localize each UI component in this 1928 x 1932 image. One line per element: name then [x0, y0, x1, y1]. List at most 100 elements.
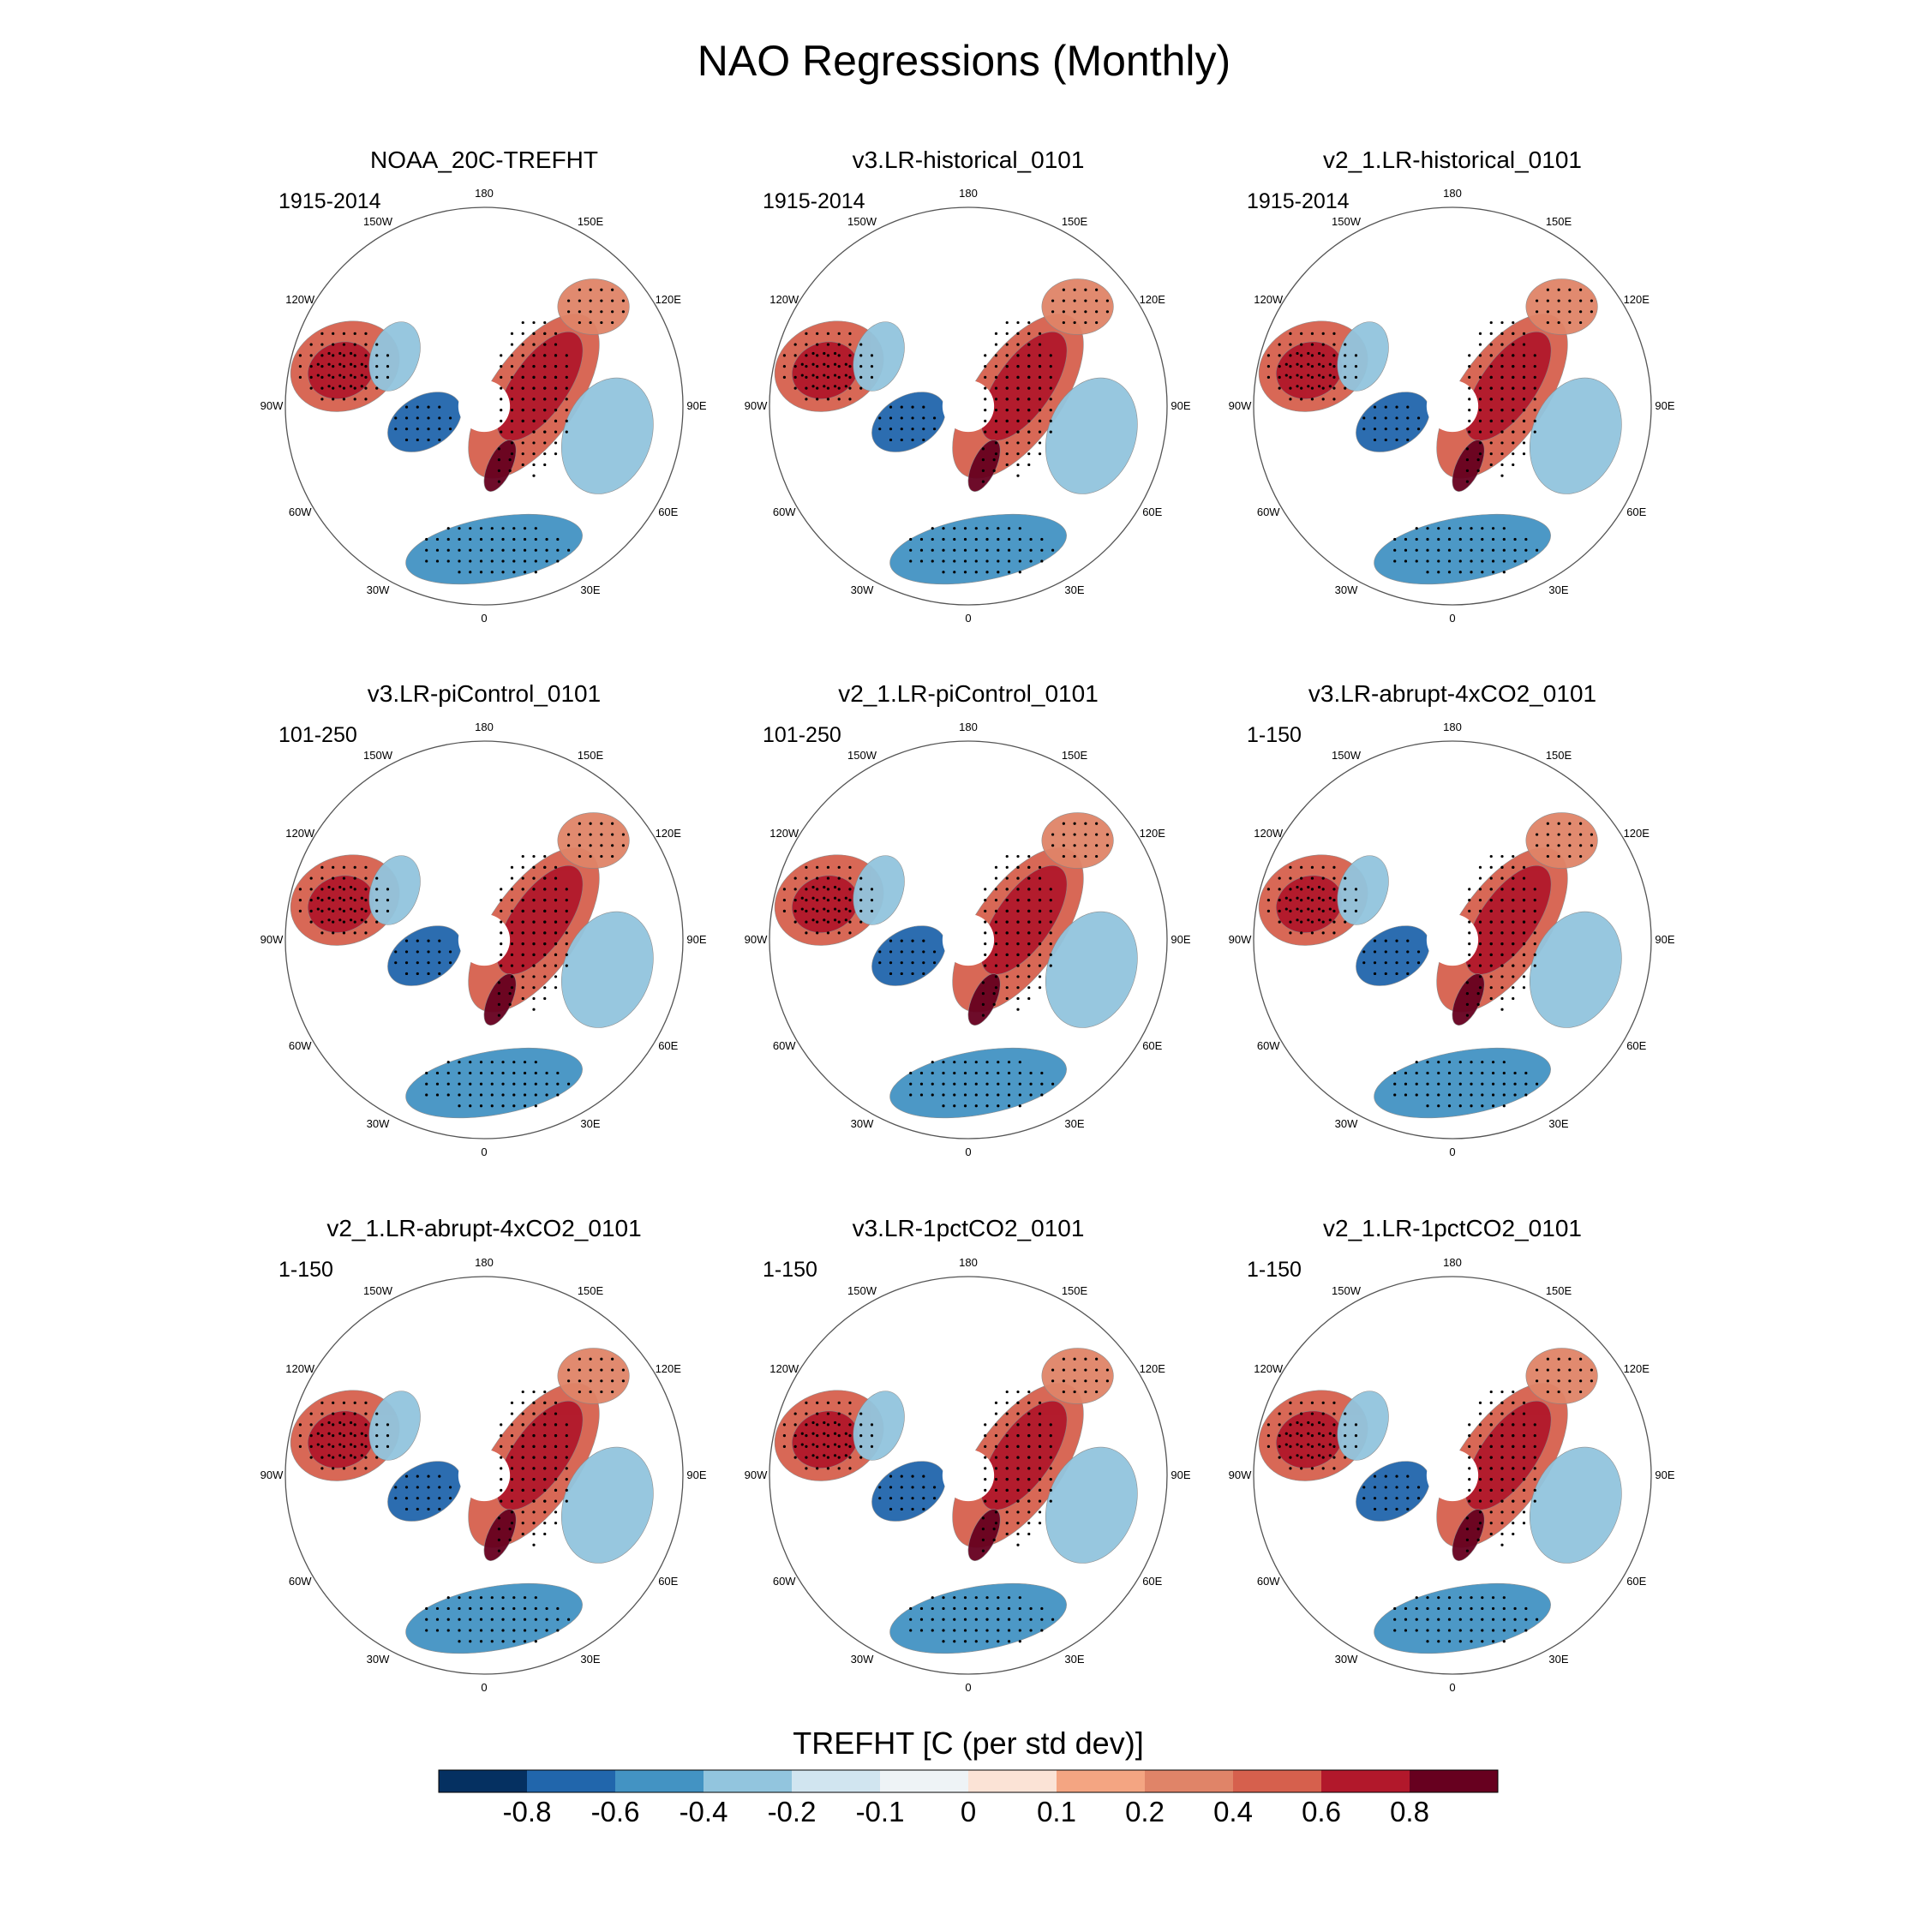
stipple-dot — [510, 942, 514, 946]
stipple-dot — [953, 559, 956, 563]
stipple-dot — [554, 1510, 558, 1514]
stipple-dot — [1512, 975, 1515, 978]
stipple-dot — [1522, 986, 1526, 990]
stipple-dot — [1289, 375, 1292, 379]
stipple-dot — [1289, 876, 1292, 880]
stipple-dot — [501, 1618, 505, 1621]
stippling — [782, 288, 1109, 574]
stipple-dot — [984, 1499, 987, 1503]
stipple-dot — [1579, 299, 1583, 302]
stipple-dot — [1415, 537, 1418, 541]
stipple-dot — [1522, 1510, 1526, 1514]
stipple-dot — [963, 1071, 967, 1075]
stipple-dot — [565, 430, 568, 434]
stipple-dot — [510, 1434, 514, 1438]
stipple-dot — [479, 1618, 483, 1621]
stipple-dot — [512, 1061, 516, 1064]
stipple-dot — [1354, 899, 1358, 902]
stipple-dot — [501, 1606, 505, 1611]
stipple-dot — [512, 1618, 516, 1621]
stipple-dot — [1029, 1618, 1033, 1621]
map-boundary — [1253, 1276, 1652, 1675]
stipple-dot — [1049, 888, 1052, 891]
stipple-dot — [1310, 1401, 1314, 1404]
stipple-dot — [1513, 1093, 1517, 1097]
stipple-dot — [543, 1456, 547, 1459]
stipple-dot — [1546, 299, 1549, 302]
stipple-dot — [1512, 1445, 1515, 1448]
stipple-dot — [360, 896, 363, 900]
stipple-dot — [889, 1486, 893, 1489]
longitude-label: 90W — [745, 399, 768, 412]
stipple-dot — [532, 1488, 536, 1492]
stipple-dot — [375, 386, 379, 390]
colorbar-segment — [1410, 1770, 1498, 1792]
anomaly-region — [889, 513, 1067, 585]
stipple-dot — [1007, 1071, 1011, 1075]
stipple-dot — [479, 1596, 483, 1600]
stipple-dot — [1502, 1629, 1506, 1632]
stipple-dot — [1007, 548, 1011, 552]
stipple-dot — [1500, 865, 1504, 869]
stipple-dot — [1500, 1456, 1504, 1459]
stipple-dot — [332, 1445, 335, 1448]
stipple-dot — [837, 1412, 841, 1415]
stipple-dot — [1344, 1445, 1347, 1448]
stipple-dot — [364, 1445, 368, 1448]
stipple-dot — [931, 1093, 934, 1097]
stipple-dot — [1522, 920, 1526, 924]
panel-period: 1915-2014 — [763, 189, 865, 213]
stipple-dot — [859, 1434, 863, 1438]
stipple-dot — [1384, 428, 1387, 431]
stipple-dot — [1481, 1629, 1484, 1632]
stipple-dot — [859, 1423, 863, 1427]
stippling — [1266, 1357, 1593, 1643]
stipple-dot — [435, 1606, 440, 1611]
stipple-dot — [1332, 398, 1336, 401]
stipple-dot — [931, 537, 934, 541]
longitude-label: 180 — [475, 1256, 494, 1269]
anomaly-field — [285, 1277, 683, 1674]
stipple-dot — [375, 1456, 379, 1459]
stipple-dot — [342, 865, 346, 869]
stipple-dot — [1533, 931, 1536, 935]
anomaly-region — [1374, 1047, 1551, 1119]
stipple-dot — [953, 1618, 956, 1621]
stipple-dot — [1007, 527, 1011, 530]
stipple-dot — [523, 1093, 527, 1097]
stipple-dot — [353, 1467, 356, 1470]
stipple-dot — [1016, 386, 1020, 390]
longitude-label: 0 — [965, 1145, 971, 1158]
stipple-dot — [523, 571, 527, 574]
longitude-label: 120W — [1254, 293, 1284, 306]
stipple-dot — [332, 354, 335, 357]
stipple-dot — [1084, 844, 1087, 847]
longitude-label: 90E — [686, 1468, 706, 1481]
stipple-dot — [427, 1497, 430, 1500]
stipple-dot — [1478, 1423, 1482, 1427]
stipple-dot — [1027, 909, 1031, 912]
stipple-dot — [532, 430, 536, 434]
stipple-dot — [816, 365, 819, 368]
stipple-dot — [1084, 1390, 1087, 1394]
stipple-dot — [510, 332, 514, 335]
stipple-dot — [1300, 354, 1303, 357]
stipple-dot — [1512, 430, 1515, 434]
stipple-dot — [534, 1082, 537, 1086]
stipple-dot — [1512, 865, 1515, 869]
stipple-dot — [534, 1071, 537, 1075]
stipple-dot — [1332, 1445, 1336, 1448]
stipple-dot — [1310, 1456, 1314, 1459]
stipple-dot — [554, 398, 558, 401]
stipple-dot — [543, 386, 547, 390]
stipple-dot — [545, 537, 548, 541]
stipple-dot — [1027, 964, 1031, 967]
stipple-dot — [438, 428, 441, 431]
stipple-dot — [1470, 548, 1473, 552]
stipple-dot — [1447, 1104, 1452, 1108]
stipple-dot — [320, 876, 324, 880]
stipple-dot — [534, 537, 537, 541]
stipple-dot — [1029, 1093, 1033, 1097]
stipple-dot — [1468, 354, 1471, 357]
stipple-dot — [837, 876, 841, 880]
